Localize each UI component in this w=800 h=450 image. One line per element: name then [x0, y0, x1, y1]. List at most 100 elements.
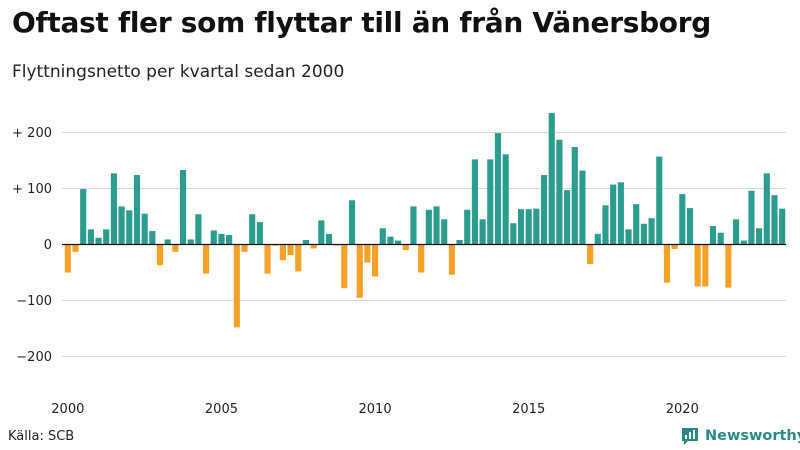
bar: [172, 244, 179, 252]
bar: [763, 173, 770, 245]
bar: [548, 112, 555, 245]
bar: [533, 208, 540, 245]
bar: [72, 244, 79, 252]
bar: [287, 244, 294, 256]
bar: [356, 244, 363, 298]
bar: [387, 236, 394, 245]
bar: [448, 244, 455, 275]
bar: [218, 233, 225, 245]
bar: [325, 233, 333, 245]
bar: [717, 232, 724, 245]
bar: [264, 244, 271, 274]
bar: [471, 159, 478, 245]
bar: [187, 239, 194, 245]
x-tick-label: 2020: [666, 402, 699, 417]
newsworthy-logo-icon: [682, 428, 698, 445]
bar: [64, 244, 71, 273]
bar: [410, 206, 417, 245]
x-axis-ticks: 2000 2005 2010 2015 2020: [51, 402, 699, 417]
bar: [640, 223, 647, 245]
bar: [95, 237, 102, 245]
bar: [295, 244, 302, 272]
bar: [602, 205, 609, 245]
bar: [487, 159, 494, 245]
bar: [663, 244, 671, 283]
bar: [525, 209, 532, 245]
bar: [318, 220, 325, 245]
bar: [709, 226, 717, 245]
bar: [648, 218, 655, 245]
bar: [425, 209, 432, 245]
bar: [379, 228, 386, 245]
bar: [517, 209, 525, 245]
bar: [310, 244, 317, 249]
y-tick-label: + 200: [12, 126, 52, 141]
bar: [372, 244, 379, 277]
chart-subtitle: Flyttningsnetto per kvartal sedan 2000: [12, 62, 345, 82]
bar: [256, 222, 263, 245]
bar: [617, 182, 624, 245]
bar: [540, 175, 548, 245]
x-tick-label: 2000: [51, 402, 84, 417]
bar: [302, 240, 310, 245]
bar: [733, 219, 740, 245]
bar: [80, 189, 87, 245]
bar: [133, 175, 141, 245]
bar: [210, 230, 217, 245]
bar: [203, 244, 210, 274]
y-tick-label: −100: [16, 294, 52, 309]
y-tick-label: 0: [44, 238, 52, 253]
bar: [226, 234, 233, 245]
bar: [418, 244, 425, 273]
bar: [241, 244, 248, 252]
bar: [103, 229, 110, 245]
bar: [625, 229, 632, 245]
bar: [748, 190, 755, 245]
bar: [579, 170, 586, 245]
bar: [464, 209, 471, 245]
bar: [702, 244, 709, 287]
brand-logo[interactable]: Newsworthy: [680, 424, 800, 448]
bar: [249, 214, 256, 245]
bar: [179, 170, 187, 245]
bar: [456, 240, 463, 245]
bar: [233, 244, 240, 328]
x-tick-label: 2015: [512, 402, 545, 417]
bar: [779, 208, 786, 245]
bar: [348, 200, 356, 245]
bar: [587, 244, 594, 265]
bar: [164, 239, 171, 245]
bar: [679, 194, 686, 245]
bar: [756, 228, 763, 245]
bar: [510, 223, 517, 245]
bar: [149, 231, 156, 245]
bar: [686, 208, 694, 245]
bar: [87, 229, 94, 245]
bar: [556, 139, 563, 245]
bar: [110, 173, 117, 245]
source-note: Källa: SCB: [8, 429, 75, 444]
bar: [402, 244, 409, 251]
y-tick-label: −200: [16, 350, 52, 365]
bar: [494, 133, 502, 245]
chart-title: Oftast fler som flyttar till än från Vän…: [12, 6, 711, 39]
bar: [195, 214, 202, 245]
bar: [671, 244, 678, 249]
brand-name: Newsworthy: [705, 428, 800, 444]
bars: [64, 112, 786, 328]
bar: [441, 219, 448, 245]
bar: [502, 154, 509, 245]
bar: [479, 219, 486, 245]
bar-chart: + 200 + 100 0 −100 −200 2000 2005 2010 2015 2020: [12, 112, 786, 417]
bar: [694, 244, 701, 287]
x-tick-label: 2010: [359, 402, 392, 417]
y-tick-label: + 100: [12, 182, 52, 197]
bar: [656, 156, 663, 245]
bar: [364, 244, 371, 263]
bar: [341, 244, 348, 289]
bar: [433, 206, 440, 245]
bar: [740, 240, 747, 245]
bar: [141, 213, 148, 245]
bar: [771, 195, 778, 245]
bar: [395, 240, 402, 245]
